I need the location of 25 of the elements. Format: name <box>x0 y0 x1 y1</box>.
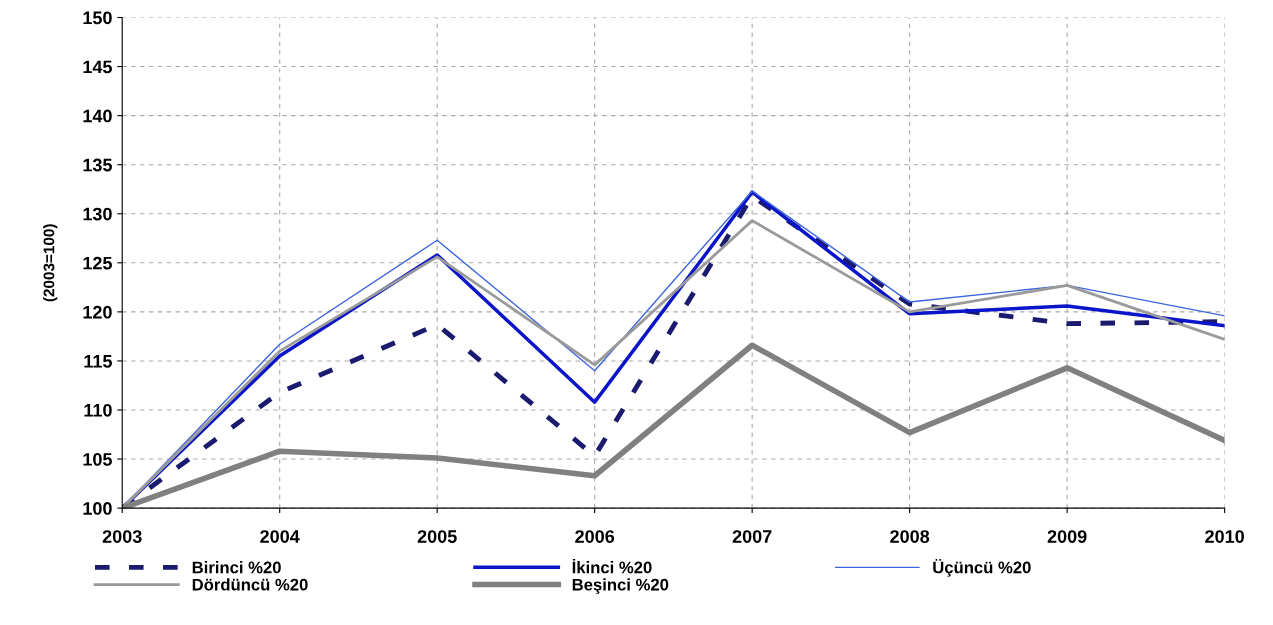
legend-label: İkinci %20 <box>572 558 652 574</box>
y-tick-label: 130 <box>83 207 112 221</box>
x-tick-label: 2008 <box>890 530 930 543</box>
y-tick-label: 105 <box>83 453 112 466</box>
x-tick-label: 2004 <box>260 530 300 543</box>
x-tick-label: 2003 <box>102 530 142 543</box>
legend-label: Beşinci %20 <box>572 578 669 594</box>
legend-label: Birinci %20 <box>192 561 281 574</box>
y-tick-label: 110 <box>84 403 112 417</box>
y-axis-title: (2003=100) <box>43 224 58 302</box>
y-tick-label: 145 <box>83 60 112 74</box>
legend-label: Dördüncü %20 <box>192 578 308 591</box>
legend-label: Üçüncü %20 <box>933 558 1031 577</box>
x-tick-label: 2009 <box>1047 530 1087 543</box>
y-tick-label: 115 <box>84 355 112 368</box>
y-tick-label: 120 <box>83 305 112 319</box>
y-tick-label: 135 <box>83 158 112 172</box>
x-tick-label: 2006 <box>575 530 615 543</box>
y-tick-label: 140 <box>83 109 112 123</box>
y-tick-label: 125 <box>83 256 112 270</box>
y-tick-label: 150 <box>83 11 112 25</box>
x-tick-label: 2010 <box>1205 530 1244 543</box>
x-tick-label: 2007 <box>732 530 772 543</box>
y-tick-label: 100 <box>83 502 112 515</box>
x-tick-label: 2005 <box>417 530 457 543</box>
